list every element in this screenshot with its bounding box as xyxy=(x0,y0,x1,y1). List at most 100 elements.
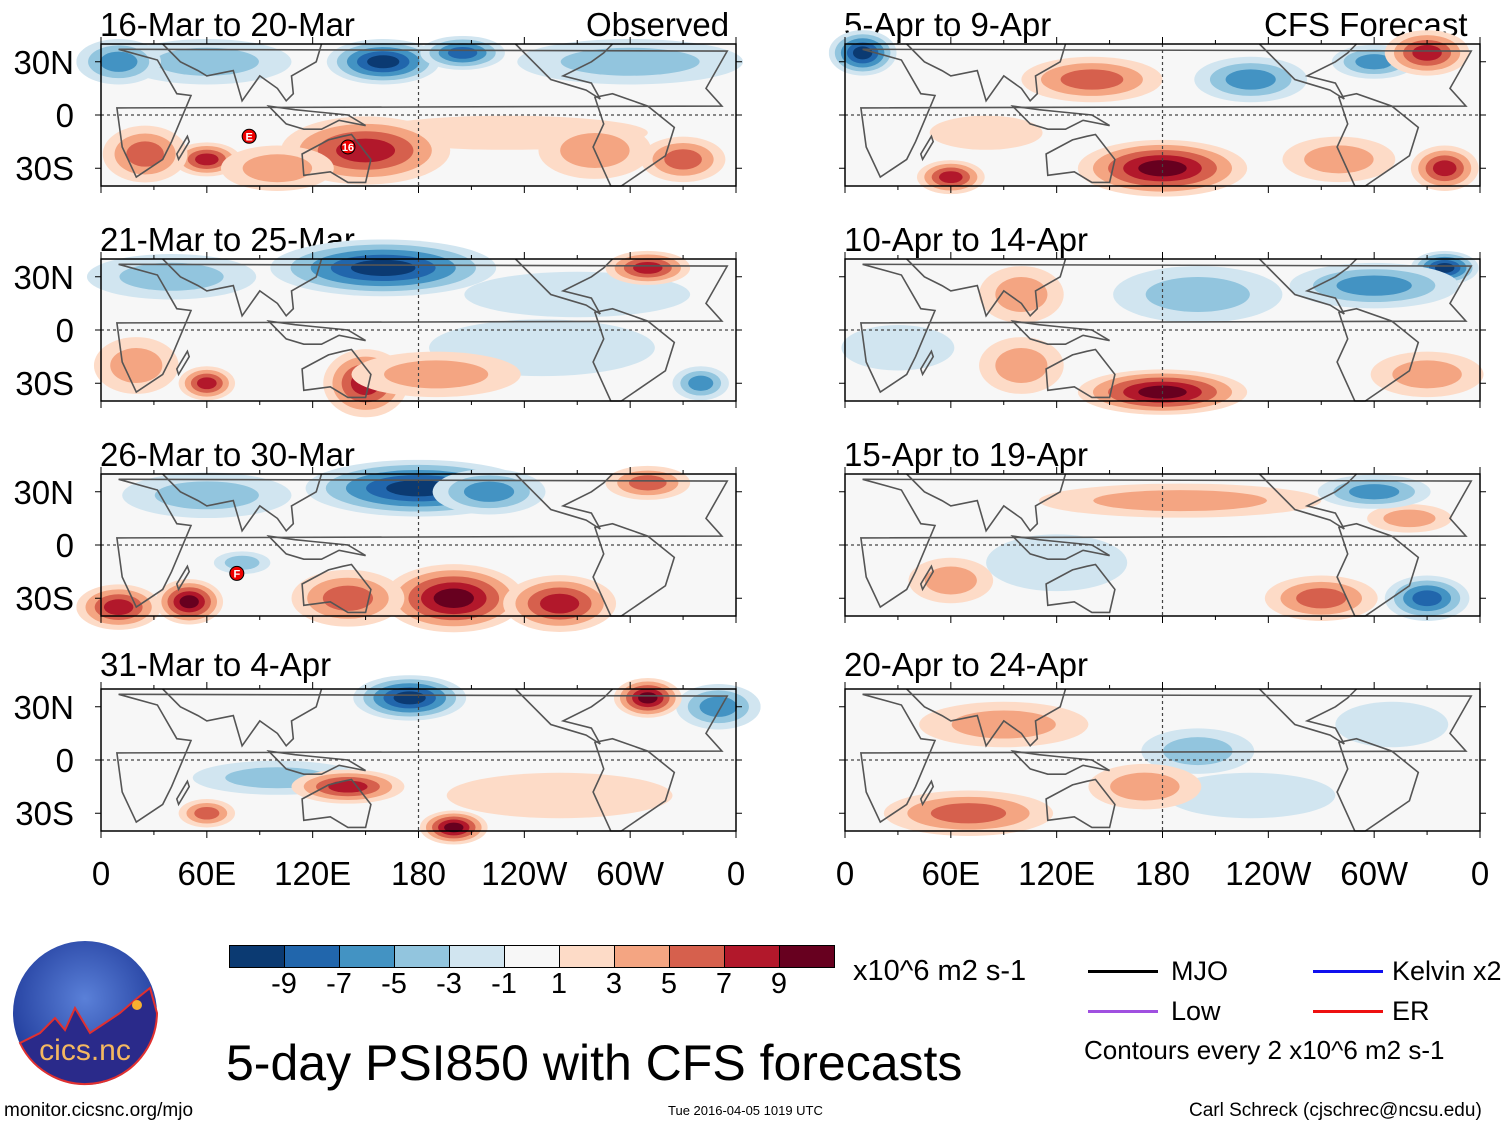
anomaly-contour xyxy=(448,47,477,59)
anomaly-contour xyxy=(1296,588,1346,608)
lat-label: 30N xyxy=(13,473,74,511)
lat-label: 0 xyxy=(55,312,74,349)
lon-label: 180 xyxy=(1134,855,1191,892)
colorbar-label: 1 xyxy=(550,968,568,1000)
coastline xyxy=(1013,106,1110,129)
coastline xyxy=(163,689,322,746)
colorbar-label: -9 xyxy=(271,968,297,1000)
coastline xyxy=(302,565,371,613)
coastline xyxy=(269,536,366,559)
lon-label: 60W xyxy=(596,855,665,892)
legend-line-low xyxy=(1088,1010,1158,1013)
coastline xyxy=(1046,780,1115,828)
anomaly-contour xyxy=(155,48,259,76)
legend-line-er xyxy=(1313,1010,1383,1013)
colorbar-label: -3 xyxy=(436,968,462,1000)
coastline xyxy=(907,474,1066,531)
panel-title: 31-Mar to 4-Apr xyxy=(100,646,332,683)
anomaly-contour xyxy=(664,149,702,169)
observed-map-panel: F xyxy=(101,474,742,616)
coastline xyxy=(907,44,1066,101)
anomaly-contour xyxy=(1412,45,1441,61)
coastline xyxy=(1337,309,1418,401)
coastline xyxy=(1260,44,1357,99)
coastline xyxy=(163,44,322,101)
lat-label: 0 xyxy=(55,742,74,779)
coastline xyxy=(163,259,322,316)
coastline xyxy=(1013,751,1110,774)
anomaly-contour xyxy=(700,697,738,717)
coastline xyxy=(861,694,1471,822)
cics-logo: cics.nc xyxy=(13,941,159,1086)
legend-line-kelvin xyxy=(1313,970,1383,973)
tropical-cyclone-marker: 16 xyxy=(340,139,356,155)
anomaly-contour xyxy=(195,153,219,165)
lat-label: 0 xyxy=(55,97,74,134)
anomaly-contour xyxy=(384,360,488,388)
anomaly-contour xyxy=(225,556,260,570)
panel-title: 26-Mar to 30-Mar xyxy=(100,436,355,473)
coastline xyxy=(1337,94,1418,186)
anomaly-contour xyxy=(444,823,463,833)
coastline xyxy=(516,474,613,529)
coastline xyxy=(516,259,613,314)
anomaly-contour xyxy=(1412,590,1441,606)
coastline xyxy=(269,321,366,344)
anomaly-contour xyxy=(1349,484,1399,499)
legend-low: Low xyxy=(1171,996,1221,1026)
lat-label: 30S xyxy=(15,795,74,833)
colorbar-swatch xyxy=(780,946,834,967)
coastline xyxy=(1046,565,1115,613)
anomaly-contour xyxy=(633,262,662,274)
anomaly-contour xyxy=(1166,773,1335,818)
colorbar-swatch xyxy=(505,946,560,967)
author-credit: Carl Schreck (cjschrec@ncsu.edu) xyxy=(1189,1100,1482,1121)
website-link[interactable]: monitor.cicsnc.org/mjo xyxy=(4,1100,194,1121)
lat-label: 30N xyxy=(13,688,74,726)
lon-label: 0 xyxy=(835,855,855,892)
anomaly-contour xyxy=(1304,145,1373,173)
colorbar-swatch xyxy=(340,946,395,967)
anomaly-contour xyxy=(1433,160,1457,176)
observed-header: Observed xyxy=(586,6,730,43)
anomaly-contour xyxy=(447,773,673,818)
coastline xyxy=(302,780,371,828)
anomaly-contour xyxy=(1146,277,1250,312)
legend-kelvin: Kelvin x2 xyxy=(1392,956,1502,986)
colorbar-swatch xyxy=(450,946,505,967)
anomaly-contour xyxy=(464,482,514,502)
anomaly-contour xyxy=(1337,276,1412,296)
anomaly-contour xyxy=(1110,773,1179,801)
observed-map-panel: E 16 xyxy=(101,44,736,193)
colorbar-units: x10^6 m2 s-1 xyxy=(853,955,1027,987)
coastline xyxy=(177,351,189,374)
coastline xyxy=(269,106,366,129)
forecast-map-panel xyxy=(839,467,1486,623)
colorbar-swatch xyxy=(670,946,725,967)
lon-label: 120E xyxy=(1018,855,1096,892)
colorbar-label: 5 xyxy=(660,968,678,1000)
anomaly-contour xyxy=(540,594,579,614)
panel-title: 20-Apr to 24-Apr xyxy=(844,646,1088,683)
anomaly-contour xyxy=(1093,490,1267,511)
anomaly-contour xyxy=(952,711,1056,739)
anomaly-contour xyxy=(930,116,1043,150)
colorbar-label: 7 xyxy=(715,968,733,1000)
colorbar-label: 9 xyxy=(770,968,788,1000)
forecast-map-panel xyxy=(839,259,1486,401)
coastline xyxy=(907,259,1066,316)
coastline xyxy=(1013,536,1110,559)
coastline xyxy=(516,689,613,744)
colorbar-label: -1 xyxy=(491,968,517,1000)
anomaly-contour xyxy=(939,171,963,183)
lat-label: 30S xyxy=(15,365,74,403)
anomaly-contour xyxy=(841,325,954,370)
coastline xyxy=(907,689,1066,746)
coastline xyxy=(1260,474,1357,529)
coastline xyxy=(117,49,727,177)
anomaly-contour xyxy=(931,803,1006,823)
panel-title: 16-Mar to 20-Mar xyxy=(100,6,355,43)
lat-label: 30N xyxy=(13,258,74,296)
coastline xyxy=(163,474,322,531)
coastline xyxy=(177,566,189,589)
